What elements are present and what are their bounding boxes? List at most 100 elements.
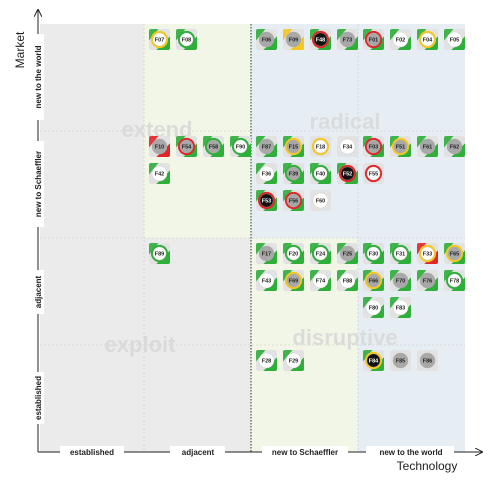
grid-lines [40,24,465,452]
feature-chip: F80 [363,297,384,318]
chip-label: F33 [423,252,432,258]
chip-circle [366,166,381,181]
chip-label: F25 [343,252,352,258]
chip-circle [313,139,328,154]
chip-label: F87 [262,145,271,151]
chip-label: F61 [423,145,432,151]
chip-circle [285,352,302,369]
chip-circle [366,32,381,47]
feature-chip: F06 [256,29,277,50]
chip-circle [365,299,382,316]
chip-label: F74 [316,279,326,285]
chip-label: F54 [182,145,192,151]
chip-label: F01 [369,38,378,44]
chip-corner-marker-top [390,29,400,41]
x-label-new-to-the-world: new to the world [379,448,442,457]
chip-circle [286,246,301,261]
chip-label: F36 [262,172,271,178]
feature-chip: F53 [256,190,277,211]
zone-label-disruptive: disruptive [292,325,397,350]
feature-chip: F05 [444,29,465,50]
chip-circle [446,138,463,155]
feature-chip: F65 [444,243,465,264]
feature-chip: F60 [310,190,331,211]
feature-chip: F90 [230,136,251,157]
chip-circle [258,352,275,369]
chip-label: F15 [289,145,298,151]
chip-circle [258,165,275,182]
chip-circle [259,193,274,208]
chip-label: F56 [289,199,298,205]
chip-circle [152,32,167,47]
chip-label: F04 [423,38,433,44]
chip-circle [366,353,381,368]
chip-circle [392,352,409,369]
feature-chip: F51 [390,136,411,157]
feature-chip: F73 [337,29,358,50]
chip-circle [420,246,435,261]
feature-chip: F07 [149,29,170,50]
feature-chip: F74 [310,270,331,291]
feature-chip: F40 [310,163,331,184]
feature-chip: F04 [417,29,438,50]
feature-chip: F42 [149,163,170,184]
feature-chip: F01 [363,29,384,50]
chip-corner-marker-top [337,29,347,41]
feature-chip: F83 [390,297,411,318]
feature-chip: F70 [390,270,411,291]
feature-chip: F58 [203,136,224,157]
feature-chip: F89 [149,243,170,264]
zone-extend [40,24,144,131]
chip-circle [340,166,355,181]
chip-circle [258,245,275,262]
chip-circle [312,192,329,209]
chip-label: F66 [369,279,378,285]
chip-label: F76 [423,279,432,285]
chip-label: F06 [262,38,271,44]
chip-circle [152,246,167,261]
feature-chips: F07 F08 F06 F09 F48 F73 F01 F02 F04 F05 F10 F54 F58 F… [149,29,465,371]
chip-circle [285,31,302,48]
feature-chip: F25 [337,243,358,264]
chip-circle [366,139,381,154]
x-axis-labels: established adjacent new to Schaeffler n… [60,446,454,458]
y-label-new-to-schaeffler: new to Schaeffler [34,151,43,217]
feature-chip: F10 [149,136,170,157]
chip-circle [313,32,328,47]
feature-chip: F62 [444,136,465,157]
chip-label: F60 [316,199,325,205]
x-label-new-to-schaeffler: new to Schaeffler [272,448,338,457]
chip-label: F69 [289,279,298,285]
chip-label: F02 [396,38,405,44]
chip-circle [447,273,462,288]
feature-chip: F86 [417,350,438,371]
chip-circle [420,32,435,47]
chip-corner-marker-top [149,163,159,175]
chip-label: F78 [450,279,459,285]
y-label-new-to-the-world: new to the world [34,45,43,108]
feature-chip: F15 [283,136,304,157]
y-label-established: established [34,376,43,420]
feature-chip: F24 [310,243,331,264]
chip-label: F05 [450,38,459,44]
chip-label: F86 [423,359,432,365]
chip-label: F24 [316,252,326,258]
chip-label: F85 [396,359,405,365]
chip-label: F53 [262,199,271,205]
chip-label: F18 [316,145,325,151]
chip-label: F62 [450,145,459,151]
chip-label: F09 [289,38,298,44]
chip-circle [258,272,275,289]
feature-chip: F28 [256,350,277,371]
feature-chip: F20 [283,243,304,264]
chip-label: F10 [155,145,164,151]
chip-label: F89 [155,252,164,258]
chip-circle [392,31,409,48]
chip-corner-marker-top [149,136,159,148]
y-label-adjacent: adjacent [34,275,43,308]
chip-label: F42 [155,172,164,178]
feature-chip: F55 [363,163,384,184]
zone-label-exploit: exploit [105,332,177,357]
chip-circle [151,165,168,182]
